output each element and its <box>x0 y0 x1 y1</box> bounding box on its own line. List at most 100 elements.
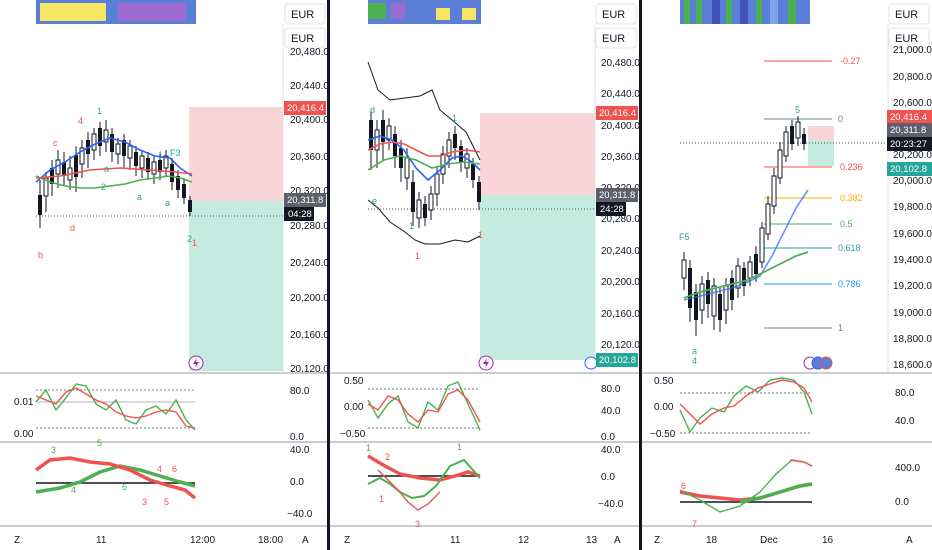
wave-label: a <box>137 192 142 202</box>
wave-label: 4 <box>78 116 83 126</box>
osc-left-tick: −0.50 <box>340 429 366 440</box>
osc-tick: 0.0 <box>601 472 615 483</box>
heatmap-cell <box>40 3 106 21</box>
sma-red-line <box>35 167 193 179</box>
y-tick: 20,160.0 <box>601 309 640 320</box>
reward-zone[interactable] <box>808 140 834 166</box>
scale-a-button[interactable]: A <box>906 535 913 546</box>
ema-line <box>367 135 481 182</box>
y-tick: 20,440.0 <box>601 89 640 100</box>
currency-button[interactable] <box>595 3 637 25</box>
y-tick: 20,440.0 <box>290 81 329 92</box>
price-tag-top-text: 20,416.4 <box>890 112 927 123</box>
currency-label: EUR <box>895 9 918 21</box>
osc-label: 1 <box>379 494 384 504</box>
currency-label: EUR <box>895 33 918 45</box>
risk-zone[interactable] <box>808 126 834 140</box>
risk-zone[interactable] <box>189 107 283 201</box>
scale-z-button[interactable]: Z <box>654 535 660 546</box>
osc-tick: 40.0 <box>895 416 915 427</box>
price-tag-bottom-text: 20,102.8 <box>599 355 636 366</box>
osc-tick: 40.0 <box>601 445 621 456</box>
osc-tick: 0.0 <box>895 497 909 508</box>
scale-a-button[interactable]: A <box>302 535 309 546</box>
y-tick: 20,240.0 <box>601 246 640 257</box>
osc-tick: 0.0 <box>290 477 304 488</box>
risk-zone[interactable] <box>480 113 595 195</box>
y-tick: 20,200.0 <box>601 277 640 288</box>
candle <box>146 158 150 172</box>
osc-tick: 0.0 <box>601 432 615 443</box>
osc-label: 5 <box>164 497 169 507</box>
price-tag-bottom-text: 20,102.8 <box>890 164 927 175</box>
wave-label: F5 <box>679 232 690 242</box>
y-tick: 20,360.0 <box>601 152 640 163</box>
currency-button[interactable] <box>888 3 930 25</box>
countdown-tag <box>284 207 314 221</box>
osc-d-line <box>367 389 481 423</box>
heatmap-cell <box>436 8 450 20</box>
scale-a-button[interactable]: A <box>614 535 621 546</box>
osc-label: 7 <box>692 519 697 529</box>
candle <box>176 176 180 190</box>
y-tick: 20,200.0 <box>893 150 932 161</box>
price-tag-current <box>887 123 932 137</box>
currency-label: EUR <box>602 9 625 21</box>
reward-zone[interactable] <box>480 195 595 360</box>
y-tick: 19,200.0 <box>893 281 932 292</box>
wave-label: 1 <box>452 113 457 123</box>
candle <box>103 129 109 143</box>
candle <box>38 195 42 215</box>
fib-label: 0.618 <box>838 243 861 253</box>
fib-label: -0.27 <box>840 56 861 66</box>
y-tick: 18,600.0 <box>893 360 932 371</box>
heatmap-cell <box>391 3 405 19</box>
bb-lower <box>367 199 481 245</box>
osc-tick: 0.0 <box>290 432 304 443</box>
scale-z-button[interactable]: Z <box>344 535 350 546</box>
candles <box>369 110 481 228</box>
candle <box>170 164 174 182</box>
currency-button[interactable] <box>595 27 637 49</box>
y-tick: 19,600.0 <box>893 229 932 240</box>
wave-label: a <box>104 164 109 174</box>
wave-label: d <box>70 223 75 233</box>
currency-button[interactable] <box>888 27 930 49</box>
wave-label: 1 <box>97 106 102 116</box>
wave-label: 5 <box>795 105 800 115</box>
currency-label: EUR <box>291 33 314 45</box>
wave-label: a <box>692 346 697 356</box>
osc-label: 3 <box>415 519 420 529</box>
currency-button[interactable] <box>284 3 326 25</box>
fib-label: 0.786 <box>838 279 861 289</box>
price-tag-current-text: 20,311.8 <box>890 125 926 136</box>
osc-left-tick: −0.50 <box>650 429 676 440</box>
osc-label: 6 <box>681 481 686 491</box>
candle <box>139 155 145 169</box>
currency-button[interactable] <box>284 27 326 49</box>
price-tag-bottom <box>596 353 638 367</box>
panel-divider <box>639 0 642 550</box>
y-tick: 20,480.0 <box>290 47 329 58</box>
osc-left-tick: 0.50 <box>344 376 364 387</box>
heatmap-cell <box>118 3 186 21</box>
wave-label: 2 <box>101 182 106 192</box>
y-tick: 20,480.0 <box>601 58 640 69</box>
y-tick: 20,360.0 <box>290 152 329 163</box>
reward-zone[interactable] <box>189 201 283 371</box>
sma-green-line <box>367 155 481 171</box>
osc-label: 6 <box>122 482 127 492</box>
wave-label: 4 <box>692 356 697 366</box>
heatmap-cell <box>462 8 476 20</box>
wave-label: e <box>372 196 377 206</box>
wave-green <box>367 458 481 500</box>
scale-z-button[interactable]: Z <box>14 535 20 546</box>
currency-label: EUR <box>291 9 314 21</box>
y-tick: 20,200.0 <box>290 293 329 304</box>
osc-d-line <box>679 379 813 425</box>
event-icon[interactable] <box>584 356 598 370</box>
candle <box>182 184 186 198</box>
signal-red <box>789 459 813 467</box>
event-icon[interactable] <box>819 356 833 370</box>
